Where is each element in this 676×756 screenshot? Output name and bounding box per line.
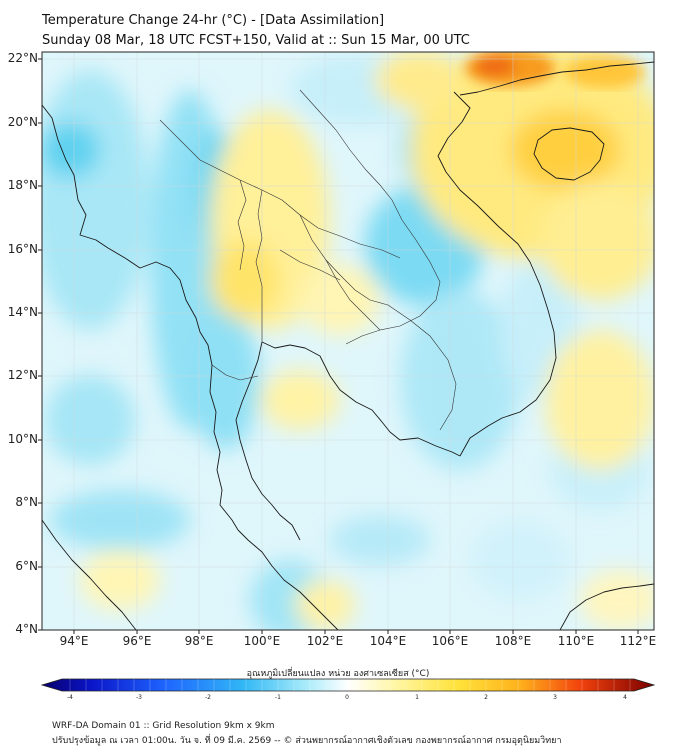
title-line-2: Sunday 08 Mar, 18 UTC FCST+150, Valid at… [42,33,470,48]
colorbar-tick: 1 [415,694,419,701]
chart-title: Temperature Change 24-hr (°C) - [Data As… [42,11,470,51]
lon-label-94: 94°E [59,634,89,648]
graticule [42,52,654,630]
colorbar-tick: -3 [136,694,142,701]
colorbar-tick: 2 [484,694,488,701]
footer: WRF-DA Domain 01 :: Grid Resolution 9km … [52,719,562,749]
lon-label-96: 96°E [122,634,152,648]
lat-label-22: 22°N [7,51,38,65]
coastlines [42,61,654,630]
lat-label-6: 6°N [15,559,38,573]
lat-label-16: 16°N [7,242,38,256]
lon-label-102: 102°E [306,634,344,648]
lat-label-18: 18°N [7,178,38,192]
lon-label-110: 110°E [557,634,595,648]
colorbar-tick: 4 [623,694,627,701]
lat-label-14: 14°N [7,305,38,319]
lon-label-106: 106°E [431,634,469,648]
colorbar-tick: -4 [67,694,73,701]
lat-label-8: 8°N [15,495,38,509]
colorbar-title: อุณหภูมิเปลี่ยนแปลง หน่วย องศาเซลเซียส (… [246,669,430,679]
lon-label-108: 108°E [494,634,532,648]
title-line-1: Temperature Change 24-hr (°C) - [Data As… [42,13,385,28]
lon-label-104: 104°E [369,634,407,648]
footer-model-info: WRF-DA Domain 01 :: Grid Resolution 9km … [52,721,275,731]
lat-label-4: 4°N [15,622,38,636]
lat-label-10: 10°N [7,432,38,446]
colorbar [40,678,656,692]
lon-label-112: 112°E [619,634,657,648]
colorbar-tick: -1 [275,694,281,701]
axis-ticks [38,58,639,634]
map-border [41,51,655,631]
colorbar-ramp [40,678,656,692]
colorbar-tick: 3 [553,694,557,701]
lat-label-20: 20°N [7,115,38,129]
lat-label-12: 12°N [7,368,38,382]
colorbar-tick: 0 [345,694,349,701]
admin-borders [159,89,457,431]
lon-label-98: 98°E [184,634,214,648]
lon-label-100: 100°E [243,634,281,648]
footer-credits: ปรับปรุงข้อมูล ณ เวลา 01:00น. วัน จ. ที่… [52,736,562,746]
temperature-field [42,52,654,630]
colorbar-tick: -2 [205,694,211,701]
